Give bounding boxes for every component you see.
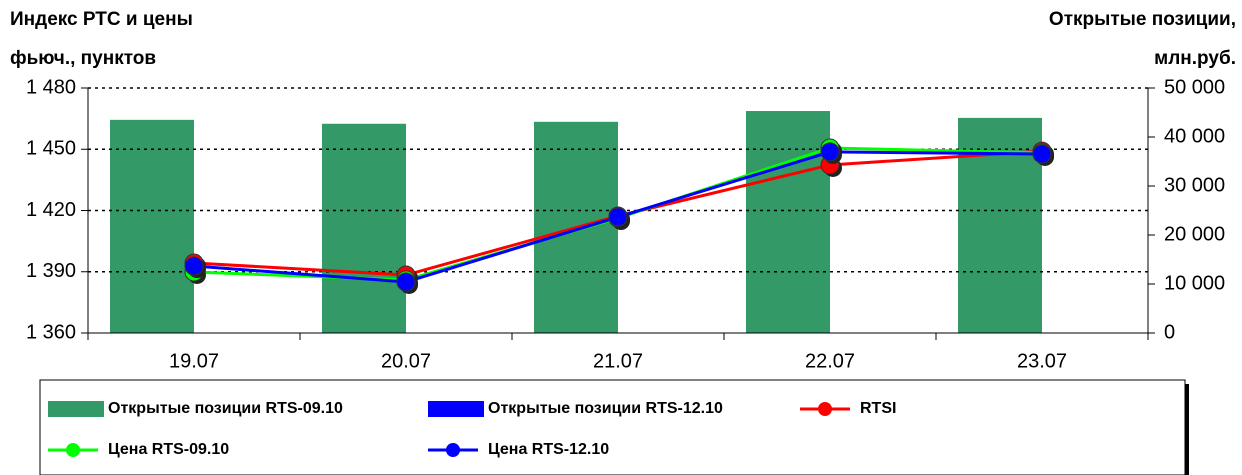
legend-label: Открытые позиции RTS-12.10: [488, 400, 723, 417]
y-tick-label: 1 360: [26, 321, 76, 343]
legend-swatch: [48, 401, 104, 417]
y-axis-title: фьюч., пунктов: [10, 48, 156, 69]
legend-label: Цена RTS-12.10: [488, 441, 609, 458]
legend-swatch: [428, 401, 484, 417]
y-tick-label: 1 480: [26, 76, 76, 98]
legend-label: RTSI: [860, 400, 896, 417]
y2-tick-label: 40 000: [1164, 125, 1225, 147]
x-tick-label: 20.07: [381, 350, 431, 372]
y2-tick-label: 50 000: [1164, 76, 1225, 98]
legend-swatch: [446, 443, 460, 457]
legend-box: [39, 379, 1186, 475]
y2-tick-label: 0: [1164, 321, 1175, 343]
y-tick-label: 1 420: [26, 199, 76, 221]
bar: [110, 119, 194, 333]
y2-axis-title: млн.руб.: [1154, 48, 1236, 69]
marker: [396, 272, 416, 292]
y2-tick-label: 20 000: [1164, 223, 1225, 245]
bar: [322, 123, 406, 334]
marker: [820, 142, 840, 162]
x-tick-label: 23.07: [1017, 350, 1067, 372]
x-tick-label: 19.07: [169, 350, 219, 372]
y-tick-label: 1 390: [26, 260, 76, 282]
bar: [746, 111, 830, 333]
marker: [184, 256, 204, 276]
y-tick-label: 1 450: [26, 138, 76, 160]
marker: [1032, 144, 1052, 164]
y-axis-title: Индекс РТС и цены: [10, 9, 193, 30]
legend-swatch: [66, 443, 80, 457]
legend-label: Открытые позиции RTS-09.10: [108, 400, 343, 417]
y2-tick-label: 10 000: [1164, 272, 1225, 294]
y2-tick-label: 30 000: [1164, 174, 1225, 196]
marker: [608, 207, 628, 227]
x-tick-label: 21.07: [593, 350, 643, 372]
x-tick-label: 22.07: [805, 350, 855, 372]
y2-axis-title: Открытые позиции,: [1049, 9, 1236, 30]
legend-swatch: [818, 402, 832, 416]
legend-label: Цена RTS-09.10: [108, 441, 229, 458]
